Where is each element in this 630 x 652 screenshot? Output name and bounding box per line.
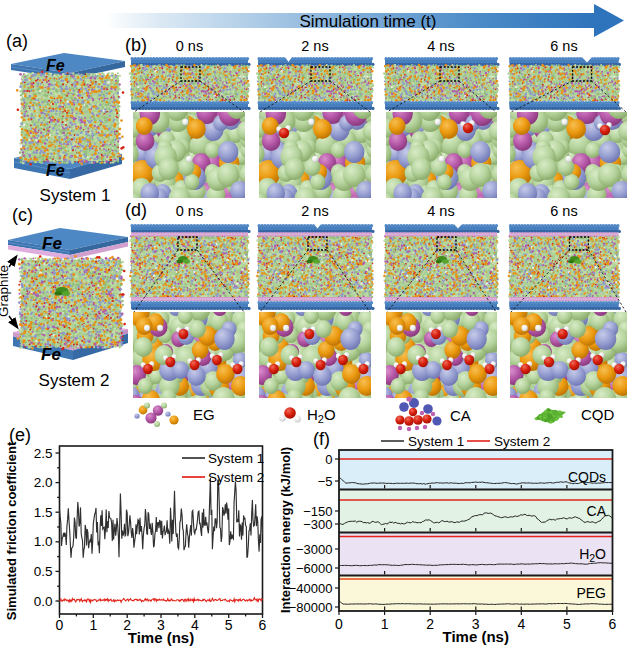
svg-text:Fe: Fe: [46, 162, 65, 179]
svg-text:1: 1: [381, 616, 389, 632]
svg-text:(a): (a): [6, 31, 28, 51]
svg-text:2.5: 2.5: [34, 446, 53, 461]
svg-text:Simulation time (t): Simulation time (t): [300, 12, 437, 31]
svg-text:System 1: System 1: [408, 434, 464, 449]
svg-text:PEG: PEG: [576, 585, 606, 601]
svg-text:System 2: System 2: [494, 434, 550, 449]
svg-text:1.5: 1.5: [34, 505, 53, 520]
svg-text:CA: CA: [450, 407, 471, 424]
svg-text:System 2: System 2: [39, 371, 110, 390]
svg-text:Fe: Fe: [41, 345, 61, 364]
svg-text:−40000: −40000: [289, 581, 333, 596]
svg-text:System 1: System 1: [40, 186, 111, 205]
svg-text:CQD: CQD: [581, 406, 615, 423]
svg-text:EG: EG: [193, 406, 215, 423]
svg-text:(b): (b): [125, 35, 147, 55]
svg-text:2.0: 2.0: [34, 475, 53, 490]
svg-text:2 ns: 2 ns: [301, 203, 328, 219]
svg-text:CQDs: CQDs: [568, 469, 606, 485]
svg-text:−300: −300: [303, 517, 332, 532]
svg-text:Fe: Fe: [46, 57, 65, 74]
svg-text:−6000: −6000: [296, 561, 333, 576]
svg-text:5: 5: [225, 617, 233, 633]
svg-text:6 ns: 6 ns: [550, 38, 577, 54]
svg-text:0: 0: [56, 617, 64, 633]
svg-text:2 ns: 2 ns: [301, 38, 328, 54]
svg-text:System 1: System 1: [208, 451, 264, 466]
svg-text:−80000: −80000: [289, 600, 333, 615]
svg-text:4 ns: 4 ns: [427, 38, 454, 54]
svg-text:4: 4: [517, 616, 525, 632]
svg-text:Time (ns): Time (ns): [128, 629, 194, 646]
svg-text:CA: CA: [587, 503, 607, 519]
svg-text:0 ns: 0 ns: [176, 38, 203, 54]
svg-text:Simulated friction coefficient: Simulated friction coefficient: [4, 441, 19, 620]
svg-text:0: 0: [335, 616, 343, 632]
svg-text:6: 6: [259, 617, 267, 633]
svg-text:1.0: 1.0: [34, 534, 53, 549]
svg-text:6 ns: 6 ns: [550, 203, 577, 219]
svg-text:System 2: System 2: [208, 470, 264, 485]
svg-text:(c): (c): [12, 205, 33, 225]
svg-text:2: 2: [426, 616, 434, 632]
svg-text:(d): (d): [125, 200, 147, 220]
svg-text:H2O: H2O: [307, 406, 336, 425]
svg-text:Fe: Fe: [42, 234, 62, 253]
svg-text:0 ns: 0 ns: [176, 203, 203, 219]
svg-text:Time (ns): Time (ns): [443, 628, 509, 645]
svg-text:6: 6: [609, 616, 617, 632]
svg-text:−3000: −3000: [296, 542, 333, 557]
svg-text:1: 1: [89, 617, 97, 633]
svg-text:0.5: 0.5: [34, 564, 53, 579]
svg-text:−5: −5: [318, 474, 333, 489]
svg-text:0.0: 0.0: [34, 594, 53, 609]
svg-text:0: 0: [325, 452, 332, 467]
svg-text:4 ns: 4 ns: [427, 203, 454, 219]
svg-text:5: 5: [563, 616, 571, 632]
svg-text:(f): (f): [313, 429, 330, 449]
svg-text:Graphite: Graphite: [0, 265, 11, 317]
